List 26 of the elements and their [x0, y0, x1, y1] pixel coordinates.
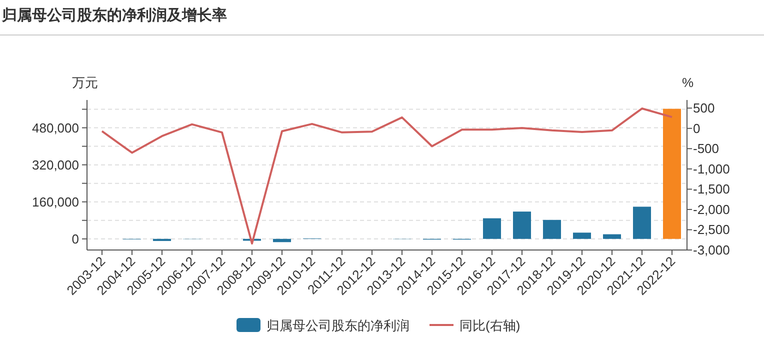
y-tick-label: 0	[72, 231, 79, 246]
y2-tick-label: -1,500	[693, 182, 730, 197]
bar	[543, 220, 561, 239]
legend-label: 归属母公司股东的净利润	[266, 318, 410, 333]
bar	[483, 218, 501, 239]
y2-axis-title: %	[682, 75, 694, 90]
y2-tick-label: -2,000	[693, 202, 730, 217]
y-tick-label: 160,000	[32, 194, 79, 210]
bar	[513, 212, 531, 239]
y2-tick-label: -3,000	[693, 242, 730, 258]
y2-tick-label: 0	[693, 120, 700, 136]
y2-tick-label: -500	[693, 141, 720, 156]
bar	[633, 206, 651, 239]
line-series	[101, 108, 673, 245]
y-axis-title: 万元	[72, 75, 98, 90]
bar	[663, 108, 681, 239]
y-tick-label: 480,000	[32, 120, 79, 136]
y2-tick-label: -1,000	[693, 161, 730, 176]
bar	[573, 232, 591, 239]
y2-tick-label: -2,500	[693, 222, 730, 238]
y-tick-label: 320,000	[32, 157, 79, 172]
bar	[603, 234, 621, 239]
chart-title: 归属母公司股东的净利润及增长率	[1, 6, 227, 24]
y2-tick-label: 500	[693, 100, 715, 116]
legend-label: 同比(右轴)	[460, 318, 520, 333]
bar	[273, 238, 291, 242]
